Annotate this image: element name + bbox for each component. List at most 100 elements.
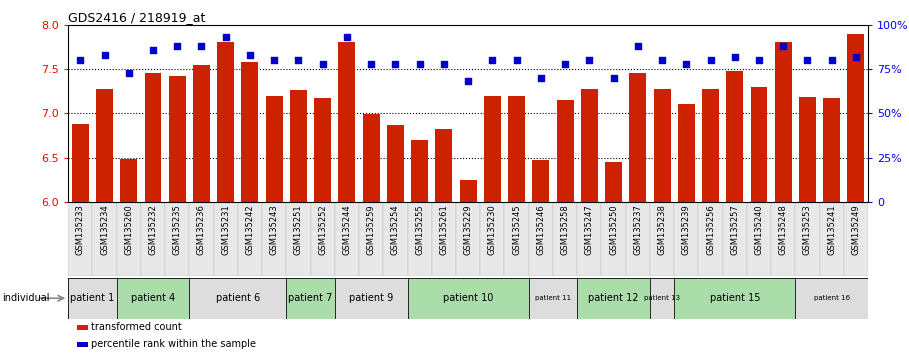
Text: GSM135232: GSM135232 [148, 204, 157, 255]
Bar [629, 73, 646, 202]
Bar [411, 140, 428, 202]
Bar [484, 96, 501, 202]
Bar [93, 202, 116, 276]
Text: GSM135252: GSM135252 [318, 204, 327, 255]
Text: patient 12: patient 12 [588, 293, 639, 303]
Bar [169, 76, 185, 202]
Bar [751, 87, 767, 202]
Text: GSM135260: GSM135260 [125, 204, 134, 255]
Point [195, 43, 209, 49]
Text: patient 6: patient 6 [215, 293, 260, 303]
Point [824, 57, 839, 63]
Point [752, 57, 766, 63]
Bar [556, 100, 574, 202]
Bar [165, 202, 189, 276]
Bar [435, 129, 453, 202]
Point [436, 61, 451, 67]
Text: GSM135248: GSM135248 [779, 204, 788, 255]
Point [558, 61, 573, 67]
Text: patient 9: patient 9 [349, 293, 394, 303]
Bar [844, 202, 868, 276]
Text: GSM135250: GSM135250 [609, 204, 618, 255]
Point [364, 61, 378, 67]
Bar [315, 98, 331, 202]
Bar [335, 202, 359, 276]
Bar [242, 62, 258, 202]
Bar [407, 278, 529, 319]
Bar [338, 42, 355, 202]
Point [267, 57, 282, 63]
Text: patient 4: patient 4 [131, 293, 175, 303]
Point [122, 70, 136, 75]
Bar [262, 202, 286, 276]
Point [170, 43, 185, 49]
Bar [847, 34, 864, 202]
Text: patient 15: patient 15 [710, 293, 760, 303]
Text: GSM135247: GSM135247 [584, 204, 594, 255]
Point [315, 61, 330, 67]
Point [654, 57, 669, 63]
Text: patient 13: patient 13 [644, 295, 680, 301]
Point [340, 34, 355, 40]
Bar [771, 202, 795, 276]
Text: GSM135256: GSM135256 [706, 204, 715, 255]
Bar [238, 202, 262, 276]
Text: percentile rank within the sample: percentile rank within the sample [91, 339, 256, 349]
Point [485, 57, 500, 63]
Point [704, 57, 718, 63]
Bar [795, 278, 868, 319]
Point [291, 57, 305, 63]
Bar [650, 278, 674, 319]
Bar [189, 202, 214, 276]
Text: GSM135240: GSM135240 [754, 204, 764, 255]
Bar [193, 65, 210, 202]
Bar [96, 90, 113, 202]
Text: GSM135258: GSM135258 [561, 204, 570, 255]
Bar [189, 278, 286, 319]
Bar [145, 73, 162, 202]
Text: GSM135257: GSM135257 [730, 204, 739, 255]
Bar [674, 202, 698, 276]
Text: GSM135233: GSM135233 [75, 204, 85, 255]
Text: patient 7: patient 7 [288, 293, 333, 303]
Bar [286, 278, 335, 319]
Text: GSM135246: GSM135246 [536, 204, 545, 255]
Bar [141, 202, 165, 276]
Bar [387, 125, 404, 202]
Point [461, 79, 475, 84]
Bar [116, 202, 141, 276]
Point [800, 57, 814, 63]
Point [631, 43, 645, 49]
Bar [116, 278, 189, 319]
Text: GSM135244: GSM135244 [343, 204, 352, 255]
Bar [504, 202, 529, 276]
Bar [553, 202, 577, 276]
Text: GSM135231: GSM135231 [221, 204, 230, 255]
Bar [290, 90, 307, 202]
Text: GSM135253: GSM135253 [803, 204, 812, 255]
Point [534, 75, 548, 81]
Point [679, 61, 694, 67]
Bar [654, 90, 671, 202]
Bar [581, 90, 598, 202]
Bar [407, 202, 432, 276]
Text: individual: individual [2, 293, 49, 303]
Point [606, 75, 621, 81]
Bar [678, 104, 694, 202]
Bar [799, 97, 816, 202]
Bar [625, 202, 650, 276]
Bar [363, 114, 380, 202]
Text: GSM135238: GSM135238 [657, 204, 666, 255]
Point [509, 57, 524, 63]
Bar [650, 202, 674, 276]
Bar [68, 278, 116, 319]
Bar [702, 90, 719, 202]
Text: GSM135234: GSM135234 [100, 204, 109, 255]
Point [413, 61, 427, 67]
Bar [747, 202, 771, 276]
Bar [456, 202, 480, 276]
Bar [577, 278, 650, 319]
Point [218, 34, 233, 40]
Text: GSM135245: GSM135245 [512, 204, 521, 255]
Text: GDS2416 / 218919_at: GDS2416 / 218919_at [68, 11, 205, 24]
